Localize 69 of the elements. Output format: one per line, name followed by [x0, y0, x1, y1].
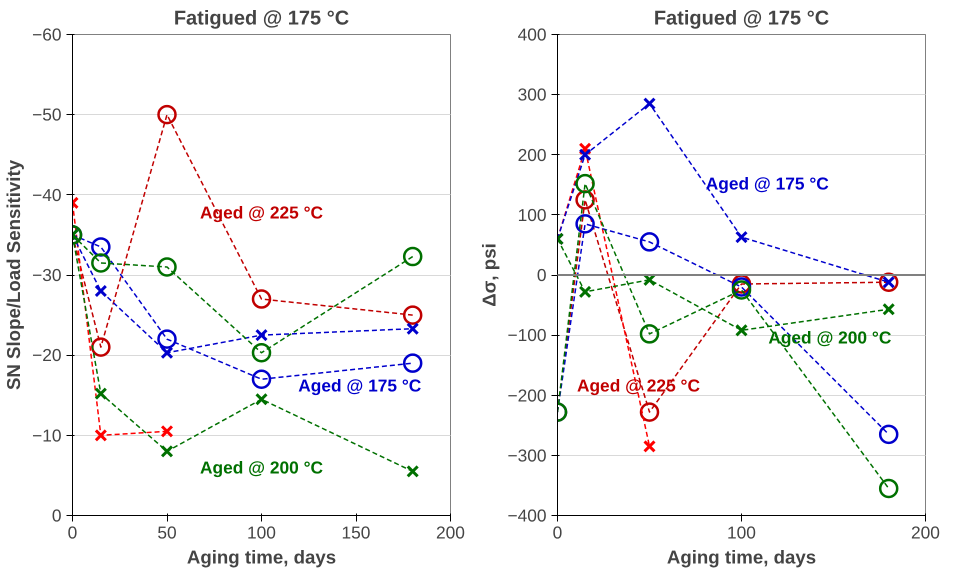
- y-tick-label: −50: [32, 104, 62, 125]
- point: [882, 302, 896, 316]
- point: [402, 246, 422, 266]
- point: [157, 329, 177, 349]
- x-tick-label: 150: [342, 522, 370, 542]
- y-tick-label: −40: [32, 184, 62, 205]
- y-tick-label: −200: [507, 385, 546, 406]
- y-tick-label: −10: [32, 425, 62, 446]
- point: [402, 305, 422, 325]
- x-tick-label: 100: [247, 522, 276, 542]
- y-axis-title: Δσ, psi: [478, 243, 500, 307]
- x-tick-label: 50: [157, 522, 177, 542]
- y-tick-label: −60: [32, 24, 62, 44]
- y-axis-title: SN Slope/Load Sensitivity: [3, 159, 24, 390]
- chart-title: Fatigued @ 175 °C: [174, 8, 350, 30]
- annotation: Aged @ 225 °C: [576, 376, 700, 396]
- point: [252, 343, 272, 362]
- point: [578, 285, 592, 298]
- point: [735, 324, 748, 337]
- chart-title: Fatigued @ 175 °C: [654, 8, 830, 30]
- point: [735, 230, 748, 244]
- point: [578, 148, 592, 162]
- point: [640, 324, 660, 344]
- point: [252, 369, 272, 389]
- point: [255, 392, 268, 406]
- point: [160, 424, 174, 438]
- annotation: Aged @ 175 °C: [706, 174, 830, 194]
- y-tick-label: 100: [518, 204, 547, 225]
- point: [94, 284, 108, 298]
- point: [94, 387, 108, 400]
- point: [643, 440, 656, 453]
- point: [406, 464, 420, 478]
- annotation: Aged @ 175 °C: [298, 376, 422, 396]
- point: [255, 328, 268, 342]
- y-tick-label: 0: [536, 265, 547, 285]
- point: [406, 322, 420, 336]
- x-tick-label: 200: [911, 522, 940, 542]
- x-axis-title: Aging time, days: [186, 546, 336, 568]
- point: [575, 174, 595, 194]
- point: [91, 253, 111, 273]
- point: [160, 346, 174, 360]
- point: [157, 104, 177, 124]
- y-tick-label: 0: [52, 506, 62, 526]
- point: [94, 428, 108, 442]
- point: [575, 214, 595, 234]
- y-tick-label: −30: [32, 265, 62, 285]
- point: [643, 97, 656, 110]
- y-tick-label: −20: [32, 345, 62, 366]
- x-tick-label: 0: [552, 522, 562, 542]
- y-tick-label: 200: [518, 144, 547, 165]
- x-tick-label: 100: [727, 522, 756, 542]
- point: [252, 289, 272, 309]
- y-tick-label: −100: [507, 325, 546, 346]
- annotation: Aged @ 225 °C: [200, 202, 324, 222]
- y-tick-label: 400: [518, 24, 547, 44]
- point: [157, 257, 177, 277]
- point: [878, 424, 898, 444]
- point: [402, 353, 422, 373]
- point: [878, 478, 898, 498]
- y-tick-label: −400: [507, 506, 546, 526]
- x-tick-label: 200: [436, 522, 465, 542]
- x-tick-label: 0: [68, 522, 78, 542]
- annotation: Aged @ 200 °C: [200, 457, 324, 478]
- y-tick-label: 300: [518, 84, 547, 105]
- y-tick-label: −300: [507, 445, 546, 466]
- point: [91, 337, 111, 357]
- point: [640, 232, 660, 252]
- x-axis-title: Aging time, days: [666, 546, 816, 568]
- point: [160, 444, 174, 458]
